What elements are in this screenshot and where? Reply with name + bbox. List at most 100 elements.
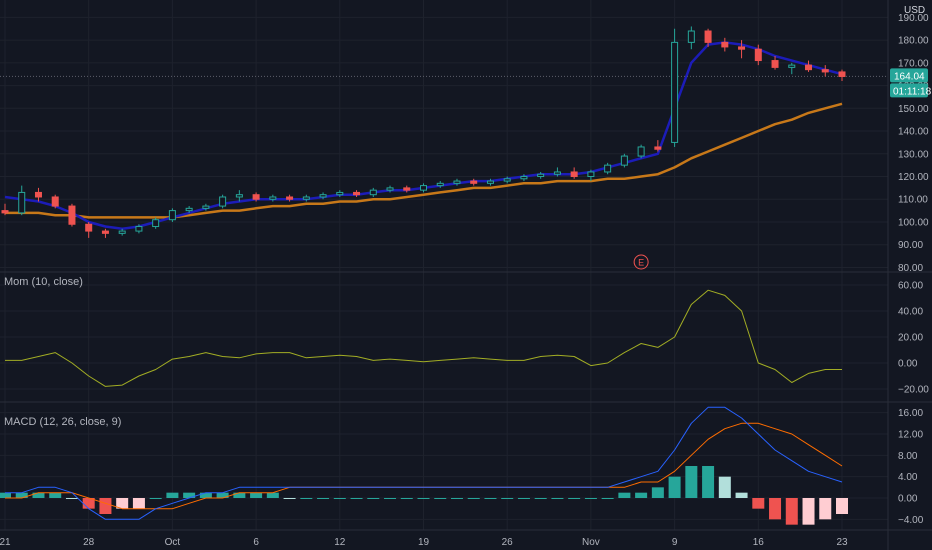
candle-body[interactable] [319,194,327,198]
candle-body[interactable] [135,226,143,232]
time-axis-tick-label: 9 [672,537,678,548]
momentum-axis-tick-label: 60.00 [898,281,923,292]
candle-body[interactable] [353,191,361,196]
macd-histogram-bar [183,492,196,498]
candle-body[interactable] [436,182,444,187]
candle-body[interactable] [18,191,26,214]
candle-body[interactable] [202,205,210,209]
macd-histogram-bar [735,492,748,498]
macd-histogram-bar [534,498,547,499]
macd-histogram-bar [99,498,112,514]
macd-histogram-bar [601,498,614,499]
candle-body[interactable] [252,194,260,200]
candle-body[interactable] [704,30,712,43]
macd-axis-tick-label: 8.00 [898,451,918,462]
macd-histogram-bar [82,498,95,509]
price-axis-tick-label: 180.00 [898,36,929,47]
macd-histogram-bar [702,466,715,498]
time-axis-tick-label: 6 [253,537,259,548]
macd-histogram-bar [752,498,765,509]
candle-body[interactable] [369,189,377,196]
candle-body[interactable] [185,207,193,212]
candle-body[interactable] [453,180,461,184]
candle-body[interactable] [85,223,93,232]
macd-histogram-bar [367,498,380,499]
candle-body[interactable] [386,187,394,191]
candle-body[interactable] [34,191,42,198]
candle-body[interactable] [570,171,578,178]
macd-line [5,406,843,520]
candle-body[interactable] [537,173,545,178]
last-price-value: 164.04 [894,71,925,82]
candle-body[interactable] [486,180,494,184]
macd-histogram-bar [283,498,296,499]
bar-countdown-value: 01:11:18 [893,86,932,97]
candle-body[interactable] [68,205,76,225]
candle-body[interactable] [821,69,829,73]
macd-axis-tick-label: 12.00 [898,430,923,441]
candle-body[interactable] [403,187,411,191]
macd-histogram-bar [484,498,497,499]
macd-axis-tick-label: 16.00 [898,408,923,419]
candle-body[interactable] [805,64,813,71]
candle-body[interactable] [587,171,595,178]
candle-body[interactable] [604,164,612,173]
macd-histogram-bar [467,498,480,499]
time-axis-tick-label: Nov [582,537,600,548]
macd-histogram-bar [49,492,62,498]
macd-histogram-bar [450,498,463,499]
time-axis-tick-label: 16 [753,537,765,548]
macd-histogram-bar [32,492,45,498]
candle-body[interactable] [654,146,662,150]
candle-body[interactable] [771,60,779,68]
momentum-line [5,289,842,387]
candle-body[interactable] [302,196,310,200]
candle-body[interactable] [168,210,176,221]
candle-body[interactable] [219,196,227,207]
candle-body[interactable] [51,196,59,207]
macd-histogram-bar [668,476,681,498]
candle-body[interactable] [788,64,796,68]
candle-body[interactable] [118,230,126,234]
macd-histogram-bar [635,492,648,498]
macd-histogram-bar [199,492,212,498]
candle-body[interactable] [671,41,679,143]
candle-body[interactable] [738,46,746,50]
macd-axis-tick-label: 0.00 [898,494,918,505]
candle-body[interactable] [101,230,109,234]
candle-body[interactable] [503,178,511,182]
earnings-marker-icon[interactable] [633,254,649,270]
candle-body[interactable] [520,176,528,180]
momentum-axis-tick-label: 20.00 [898,333,923,344]
macd-histogram-bar [685,466,698,498]
macd-histogram-bar [266,492,279,498]
candle-body[interactable] [152,219,160,228]
candle-body[interactable] [620,155,628,166]
candle-body[interactable] [235,194,243,198]
time-axis-tick-label: 28 [83,537,95,548]
time-axis-tick-label: Oct [165,537,181,548]
macd-histogram-bar [384,498,397,499]
candle-body[interactable] [637,146,645,157]
macd-histogram-bar [333,498,346,499]
candle-body[interactable] [286,196,294,200]
candle-body[interactable] [721,41,729,48]
candle-body[interactable] [336,191,344,196]
candle-body[interactable] [838,71,846,77]
candle-body[interactable] [687,30,695,43]
time-axis-tick-label: 19 [418,537,430,548]
macd-histogram-bar [317,498,330,499]
macd-histogram-bar [116,498,129,509]
candle-body[interactable] [1,210,9,214]
macd-histogram-bar [501,498,514,499]
macd-histogram-bar [350,498,363,499]
candle-body[interactable] [470,180,478,184]
candle-body[interactable] [754,48,762,62]
candle-body[interactable] [420,185,427,191]
candle-body[interactable] [269,196,277,200]
price-axis-tick-label: 170.00 [898,58,929,69]
candle-body[interactable] [553,171,561,175]
last-price-tag [890,68,928,83]
